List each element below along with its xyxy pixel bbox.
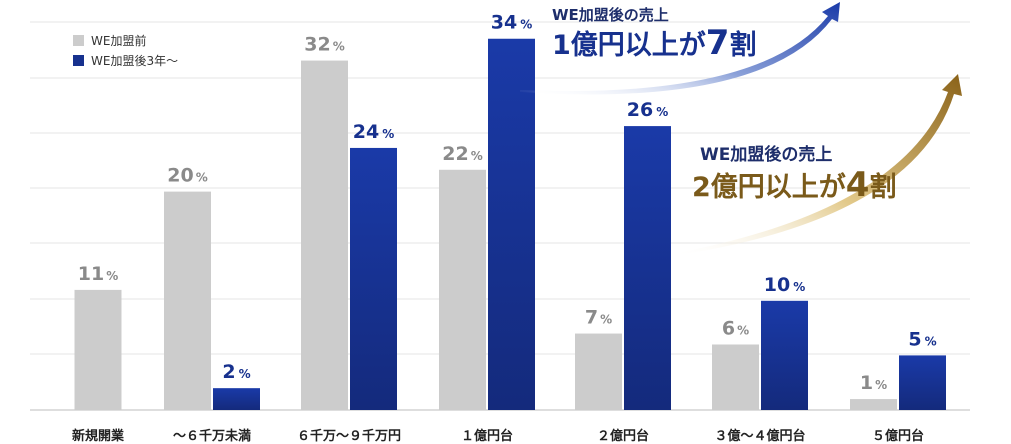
value-label-before-5: 6% <box>722 317 749 339</box>
value-label-after-4: 26% <box>627 99 668 121</box>
legend-label-after: WE加盟後3年～ <box>91 54 178 68</box>
bar-after-5 <box>761 300 808 410</box>
annotation-blue-line2: 1億円以上が7割 <box>552 23 756 63</box>
x-tick-labels-group: 新規開業 ～６千万未満 ６千万～９千万円 １億円台 ２億円台 ３億～４億円台 ５億円台 <box>72 428 924 444</box>
annotation-blue: WE加盟後の売上 1億円以上が7割 <box>520 2 840 95</box>
value-label-before-2: 32% <box>304 34 344 56</box>
bar-before-3 <box>439 169 486 410</box>
bar-after-3 <box>488 38 535 410</box>
x-tick-label-0: 新規開業 <box>72 428 125 444</box>
bar-before-4 <box>575 333 622 410</box>
annotation-gold-line1: WE加盟後の売上 <box>700 144 832 165</box>
value-label-after-6: 5% <box>908 328 936 350</box>
value-label-before-0: 11% <box>78 263 118 285</box>
value-label-after-3: 34% <box>491 12 532 34</box>
value-label-before-1: 20% <box>167 165 207 187</box>
bar-after-2 <box>350 147 397 410</box>
x-tick-label-4: ２億円台 <box>597 428 649 444</box>
value-label-after-5: 10% <box>764 274 805 296</box>
bar-before-1 <box>164 191 211 410</box>
annotation-blue-line1: WE加盟後の売上 <box>552 6 669 24</box>
x-tick-label-6: ５億円台 <box>872 428 924 444</box>
x-tick-label-5: ３億～４億円台 <box>714 428 805 444</box>
legend-swatch-after <box>73 55 84 66</box>
value-label-before-6: 1% <box>860 372 887 394</box>
bar-before-0 <box>74 289 122 410</box>
bar-after-6 <box>899 355 946 410</box>
annotation-gold-line2: 2億円以上が4割 <box>692 165 896 205</box>
x-tick-label-3: １億円台 <box>461 428 513 444</box>
value-labels-group: 11 % 20 % 2 % 32 % 24 % 22 % 34 % 7 % 26 % 6 % 10 % 1 % 5% <box>78 12 937 394</box>
bar-after-4 <box>624 126 671 411</box>
bar-before-5 <box>712 344 759 410</box>
legend-swatch-before <box>73 35 84 46</box>
value-label-before-3: 22% <box>442 143 482 165</box>
value-label-after-2: 24% <box>353 121 394 143</box>
value-label-before-4: 7% <box>585 307 612 329</box>
x-tick-label-2: ６千万～９千万円 <box>297 428 401 444</box>
annotation-gold: WE加盟後の売上 2億円以上が4割 <box>672 74 962 256</box>
value-label-after-1: 2% <box>222 361 250 383</box>
legend: WE加盟前 WE加盟後3年～ <box>73 33 178 68</box>
arrow-gold-icon <box>672 74 962 256</box>
legend-label-before: WE加盟前 <box>91 33 146 48</box>
bars-group <box>74 38 946 411</box>
x-tick-label-1: ～６千万未満 <box>173 428 251 444</box>
bar-after-1 <box>213 388 260 410</box>
bar-before-2 <box>301 60 348 411</box>
bar-before-6 <box>850 399 897 410</box>
